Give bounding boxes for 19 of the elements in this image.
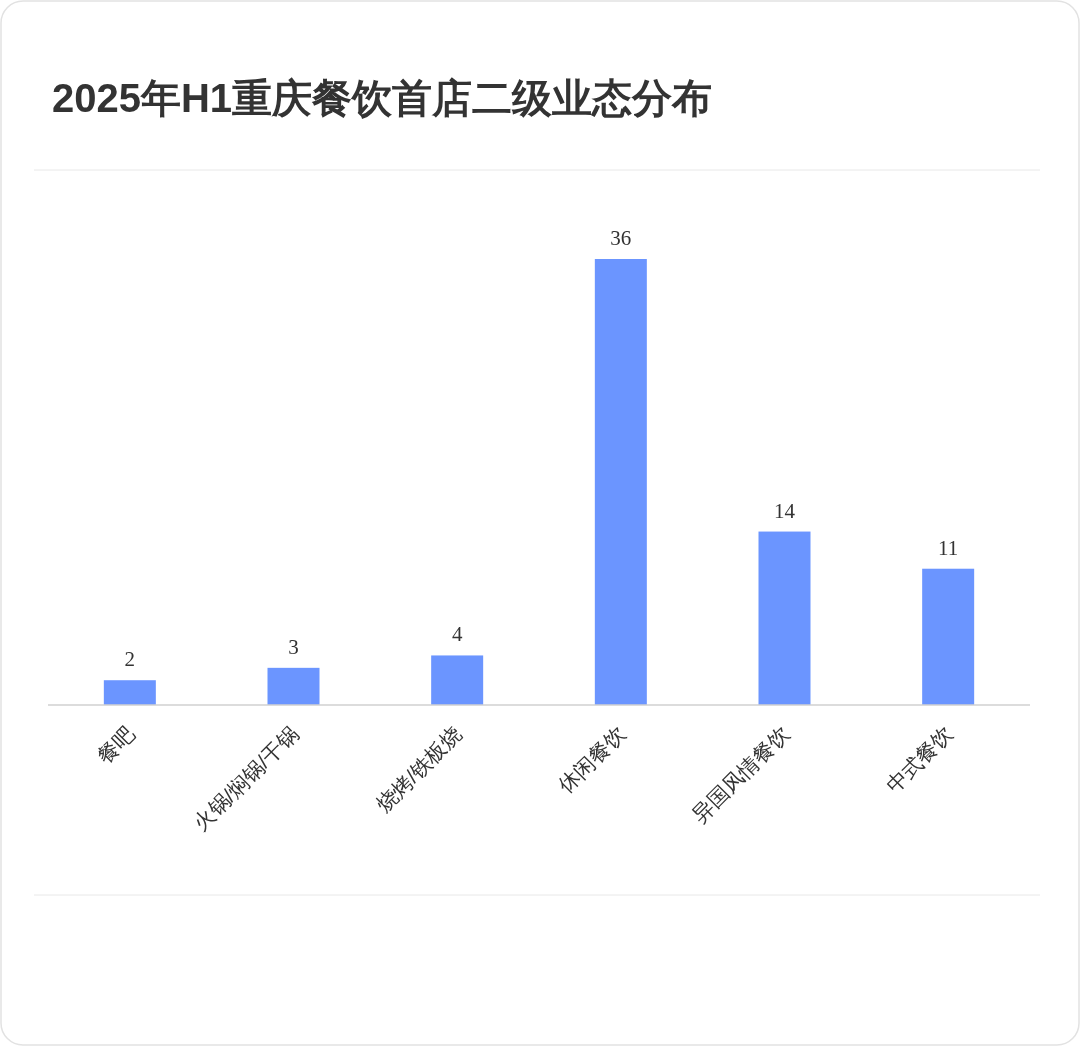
data-label: 4 xyxy=(451,622,463,647)
x-tick-label: 异国风情餐饮 xyxy=(687,721,794,827)
data-label: 11 xyxy=(938,535,959,560)
chart-title: 2025年H1重庆餐饮首店二级业态分布 xyxy=(52,76,713,120)
bar xyxy=(758,531,811,705)
x-tick-label: 中式餐饮 xyxy=(881,721,957,798)
bar xyxy=(594,259,647,705)
bar xyxy=(267,667,320,705)
x-tick-label: 休闲餐饮 xyxy=(554,721,630,798)
data-label: 14 xyxy=(774,498,796,523)
data-label: 36 xyxy=(610,226,632,250)
bar xyxy=(431,655,484,705)
x-tick-label: 烧烤/铁板烧 xyxy=(371,721,466,817)
bar xyxy=(922,568,975,705)
data-label: 2 xyxy=(124,647,136,672)
data-label: 3 xyxy=(288,634,299,659)
bar xyxy=(103,680,156,705)
x-tick-label: 餐吧 xyxy=(92,721,139,768)
x-tick-label: 火锅/焖锅/干锅 xyxy=(188,721,303,836)
